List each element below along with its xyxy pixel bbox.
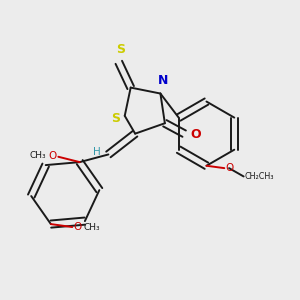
Text: S: S [116, 43, 125, 56]
Text: CH₃: CH₃ [29, 152, 46, 160]
Text: CH₃: CH₃ [83, 223, 100, 232]
Text: S: S [111, 112, 120, 125]
Text: O: O [49, 151, 57, 161]
Text: CH₂CH₃: CH₂CH₃ [245, 172, 274, 181]
Text: O: O [74, 222, 82, 232]
Text: H: H [93, 147, 101, 157]
Text: O: O [191, 128, 201, 141]
Text: N: N [158, 74, 169, 87]
Text: O: O [226, 163, 234, 173]
